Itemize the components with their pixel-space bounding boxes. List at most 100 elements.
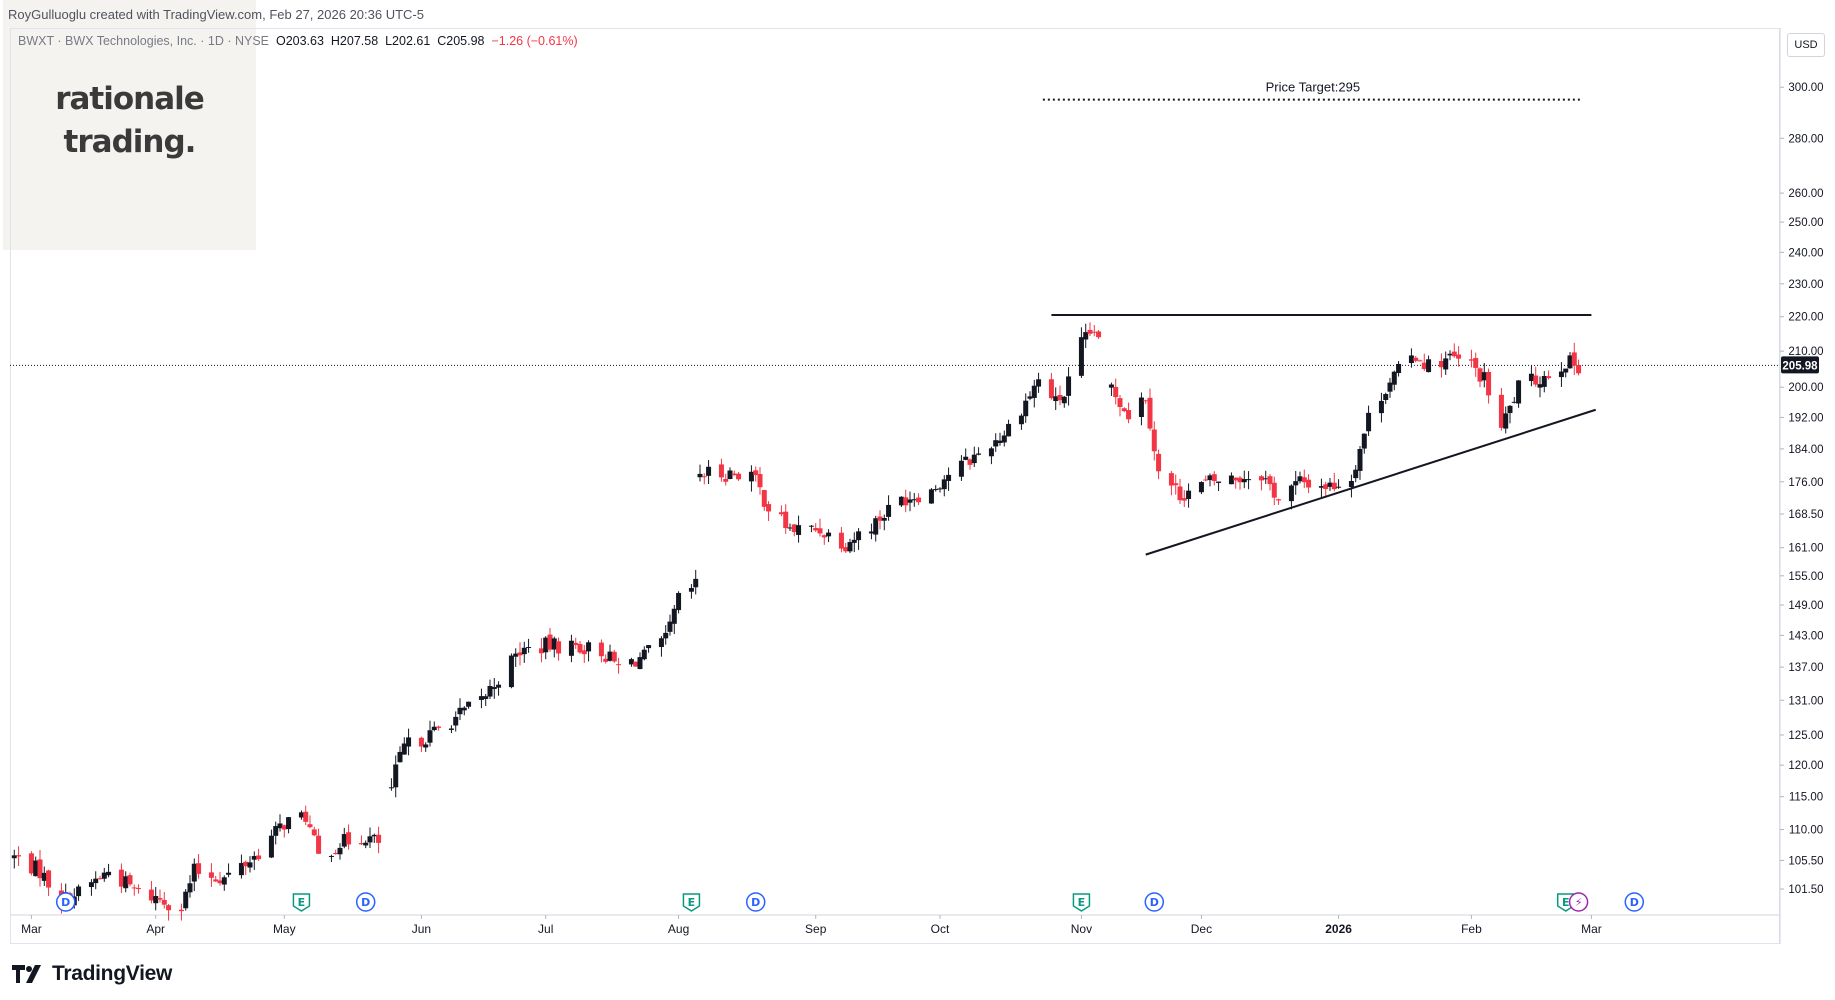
candle-body [826, 532, 832, 537]
support-trendline [1145, 408, 1597, 556]
dividend-event-icon [355, 892, 376, 912]
candle-body [723, 478, 729, 482]
candle-body [1477, 368, 1483, 382]
candle-body [808, 525, 814, 527]
chart-attribution: RoyGulluoglu created with TradingView.co… [8, 7, 424, 22]
candle-body [1216, 481, 1222, 483]
candle-body [208, 872, 214, 878]
candle-body [436, 726, 442, 728]
tradingview-logo-icon [12, 965, 41, 983]
candle-body [1533, 375, 1539, 385]
candle-body [877, 516, 883, 521]
candle-body [1558, 371, 1564, 378]
candle-body [118, 869, 124, 887]
candle-body [1528, 373, 1534, 382]
candle-body [1173, 483, 1179, 486]
candle-body [551, 638, 557, 650]
y-tick-label: 137.00 [1788, 662, 1823, 674]
candle-body [363, 842, 369, 846]
y-tick-label: 184.00 [1788, 444, 1823, 456]
candle-body [821, 535, 827, 538]
candle-body [748, 471, 754, 482]
candle-body [183, 891, 189, 909]
y-tick-label: 220.00 [1788, 312, 1823, 324]
candle-body [881, 518, 887, 521]
candle-body [281, 825, 287, 830]
ohlc-close: C205.98 [437, 34, 485, 48]
symbol-description[interactable]: BWXT · BWX Technologies, Inc. · 1D · NYS… [18, 34, 270, 48]
dividend-event-icon [1144, 892, 1165, 912]
candle-body [1366, 412, 1372, 432]
candle-body [971, 454, 977, 464]
candle-body [16, 855, 22, 857]
y-tick-label: 105.50 [1788, 855, 1823, 867]
candle-body [238, 863, 244, 876]
x-tick-label: May [273, 922, 296, 936]
event-label: D [1630, 896, 1639, 909]
candle-body [958, 460, 964, 477]
candle-body [1443, 358, 1449, 370]
x-tick-label: 2026 [1325, 922, 1352, 936]
candle-body [586, 642, 592, 652]
candle-body [791, 524, 797, 533]
price-target-label: Price Target:295 [1266, 80, 1360, 95]
candle-body [838, 532, 844, 549]
candle-body [1113, 386, 1119, 398]
candle-body [28, 853, 34, 874]
candle-body [221, 877, 227, 885]
candle-body [157, 898, 163, 900]
candle-body [1348, 480, 1354, 488]
dividend-event-icon [55, 892, 76, 912]
candle-body [1246, 479, 1252, 481]
candle-body [1331, 482, 1337, 490]
candle-body [598, 642, 604, 657]
candle-body [1486, 372, 1492, 396]
candle-body [907, 499, 913, 503]
candle-body [196, 863, 202, 874]
candle-body [453, 716, 459, 726]
candle-body [1323, 484, 1329, 490]
tradingview-logo[interactable]: TradingView [12, 962, 172, 986]
candle-body [1036, 379, 1042, 387]
candle-body [478, 696, 484, 700]
candle-body [538, 648, 544, 654]
y-tick-label: 176.00 [1788, 477, 1823, 489]
ohlc-high: H207.58 [330, 34, 379, 48]
last-price-label: 205.98 [1782, 360, 1818, 372]
candle-body [1541, 376, 1547, 387]
candle-body [1018, 415, 1024, 425]
split-event-icon [1568, 892, 1589, 912]
candle-body [641, 649, 647, 660]
candle-body [603, 658, 609, 662]
candle-body [1066, 376, 1072, 396]
candle-body [213, 879, 219, 882]
candle-body [1117, 398, 1123, 408]
earnings-event-icon [1072, 893, 1091, 912]
candle-body [1451, 351, 1457, 357]
candle-body [37, 859, 43, 879]
candle-body [1297, 476, 1303, 482]
candle-body [1301, 477, 1307, 483]
x-tick-label: Sep [805, 922, 827, 936]
candle-body [843, 547, 849, 552]
candle-body [46, 870, 52, 888]
currency-button[interactable]: USD [1787, 33, 1825, 57]
earnings-event-icon [682, 893, 701, 912]
candle-body [976, 453, 982, 455]
watermark-panel: rationale trading. [3, 0, 256, 250]
candle-body [761, 490, 767, 507]
candle-body [851, 539, 857, 543]
candle-body [933, 489, 939, 491]
candle-body [706, 466, 712, 476]
candle-body [1563, 368, 1569, 373]
legend-ohlc: BWXT · BWX Technologies, Inc. · 1D · NYS… [18, 34, 578, 48]
candle-body [1417, 360, 1423, 362]
candle-body [448, 728, 454, 730]
candle-body [1211, 474, 1217, 482]
ohlc-change: −1.26 (−0.61%) [491, 34, 578, 48]
candle-body [1546, 376, 1552, 379]
y-tick-label: 155.00 [1788, 571, 1823, 583]
last-price-badge [1781, 356, 1819, 374]
candle-body [1336, 486, 1342, 488]
